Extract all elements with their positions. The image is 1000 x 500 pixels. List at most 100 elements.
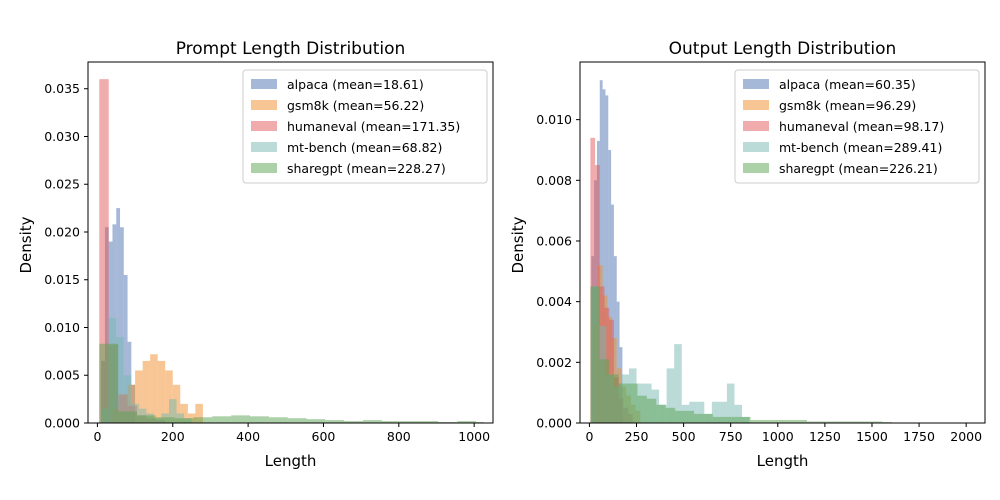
histogram-bar-alpaca — [123, 274, 128, 423]
histogram-bar-mt-bench — [116, 337, 124, 423]
histogram-bar-mt-bench — [674, 344, 682, 423]
legend-swatch-humaneval — [251, 121, 277, 131]
y-axis-label: Density — [509, 216, 527, 273]
y-tick-label: 0.000 — [44, 416, 80, 431]
histogram-bar-sharegpt — [618, 383, 629, 423]
histogram-bar-alpaca — [611, 204, 614, 423]
y-axis-label: Density — [17, 216, 35, 273]
legend-label-alpaca: alpaca (mean=18.61) — [287, 77, 424, 92]
legend-label-sharegpt: sharegpt (mean=228.27) — [287, 161, 446, 176]
legend-swatch-gsm8k — [251, 100, 277, 110]
x-tick-label: 200 — [161, 429, 185, 444]
histogram-bar-sharegpt — [212, 416, 232, 423]
legend-label-gsm8k: gsm8k (mean=96.29) — [779, 98, 916, 113]
chart-title: Prompt Length Distribution — [176, 39, 406, 59]
histogram-bar-sharegpt — [609, 374, 619, 423]
histogram-bar-mt-bench — [123, 375, 132, 423]
plot-area-frame — [87, 61, 494, 424]
histogram-bar-sharegpt — [854, 421, 864, 423]
histogram-bar-sharegpt — [363, 420, 382, 423]
y-tick-label: 0.010 — [536, 112, 572, 127]
x-tick-label: 250 — [625, 429, 649, 444]
x-tick-label: 1000 — [762, 429, 794, 444]
histogram-bar-sharegpt — [703, 413, 713, 423]
histogram-bar-gsm8k — [172, 384, 181, 423]
histogram-bar-alpaca — [116, 208, 121, 423]
y-tick-label: 0.002 — [536, 355, 572, 370]
x-tick-label: 500 — [672, 429, 696, 444]
histogram-bar-alpaca — [616, 301, 620, 423]
histogram-bar-sharegpt — [306, 419, 326, 423]
histogram-bar-sharegpt — [287, 418, 307, 423]
bars-layer — [99, 79, 484, 423]
histogram-bar-mt-bench — [726, 383, 735, 423]
histogram-bar-mt-bench — [666, 368, 675, 423]
legend-label-gsm8k: gsm8k (mean=56.22) — [287, 98, 424, 113]
histogram-bar-sharegpt — [628, 383, 638, 423]
y-tick-label: 0.004 — [536, 294, 572, 309]
x-tick-label: 1750 — [903, 429, 935, 444]
y-tick-label: 0.010 — [44, 320, 80, 335]
histogram-bar-sharegpt — [712, 416, 723, 423]
y-tick-label: 0.030 — [44, 129, 80, 144]
legend-swatch-sharegpt — [251, 163, 277, 173]
histogram-bar-sharegpt — [722, 416, 732, 423]
histogram-bar-sharegpt — [816, 421, 826, 423]
y-tick-label: 0.000 — [536, 416, 572, 431]
x-tick-label: 1250 — [809, 429, 841, 444]
histogram-bar-sharegpt — [835, 421, 845, 423]
histogram-bar-sharegpt — [693, 413, 704, 423]
y-tick-label: 0.008 — [536, 173, 572, 188]
histogram-bar-alpaca — [605, 95, 609, 424]
x-tick-label: 1000 — [458, 429, 490, 444]
histogram-bar-humaneval — [590, 137, 596, 423]
histogram-bar-sharegpt — [778, 419, 789, 423]
legend-label-mt-bench: mt-bench (mean=289.41) — [779, 140, 942, 155]
legend-label-mt-bench: mt-bench (mean=68.82) — [287, 140, 442, 155]
x-tick-label: 1500 — [856, 429, 888, 444]
histogram-bar-sharegpt — [457, 421, 477, 423]
histogram-bar-sharegpt — [665, 407, 676, 423]
histogram-bar-gsm8k — [150, 354, 158, 423]
histogram-bar-sharegpt — [174, 418, 194, 423]
histogram-bar-gsm8k — [195, 403, 203, 423]
histogram-bar-gsm8k — [127, 384, 136, 423]
histogram-bar-alpaca — [120, 227, 124, 423]
y-ticks: 0.000 0.002 0.004 0.006 0.008 0.010 — [536, 112, 580, 431]
legend-box — [242, 69, 488, 184]
legend-swatch-gsm8k — [743, 100, 769, 110]
histogram-bar-alpaca — [602, 89, 606, 424]
legend-label-humaneval: humaneval (mean=98.17) — [779, 119, 944, 134]
legend: alpaca (mean=18.61) gsm8k (mean=56.22) hum… — [242, 69, 488, 184]
histogram-bar-sharegpt — [872, 421, 883, 423]
legend-swatch-alpaca — [251, 79, 277, 89]
x-axis-label: Length — [757, 452, 809, 470]
plot-area-frame — [579, 61, 986, 424]
legend-label-sharegpt: sharegpt (mean=226.21) — [779, 161, 938, 176]
histogram-bar-mt-bench — [719, 401, 727, 423]
histogram-bar-gsm8k — [180, 403, 188, 423]
histogram-bar-sharegpt — [637, 395, 647, 423]
histogram-bar-humaneval — [99, 79, 109, 423]
histogram-bar-mt-bench — [696, 401, 705, 423]
x-tick-label: 0 — [93, 429, 101, 444]
legend-swatch-sharegpt — [743, 163, 769, 173]
histogram-bar-mt-bench — [711, 401, 720, 423]
legend-swatch-mt-bench — [251, 142, 277, 152]
legend-label-alpaca: alpaca (mean=60.35) — [779, 77, 916, 92]
histogram-bar-sharegpt — [656, 404, 666, 423]
histogram-bar-sharegpt — [155, 417, 175, 423]
x-tick-label: 400 — [236, 429, 260, 444]
prompt-length-chart: Prompt Length Distribution Length Densit… — [17, 39, 494, 470]
histogram-bar-sharegpt — [268, 417, 288, 423]
histogram-bar-alpaca — [599, 80, 603, 423]
x-axis-label: Length — [265, 452, 317, 470]
y-tick-label: 0.015 — [44, 272, 80, 287]
histogram-bar-sharegpt — [419, 421, 439, 423]
x-tick-label: 600 — [312, 429, 336, 444]
x-tick-label: 0 — [585, 429, 593, 444]
histogram-bar-gsm8k — [135, 370, 143, 423]
histogram-bar-humaneval — [609, 319, 614, 423]
chart-title: Output Length Distribution — [669, 39, 897, 59]
